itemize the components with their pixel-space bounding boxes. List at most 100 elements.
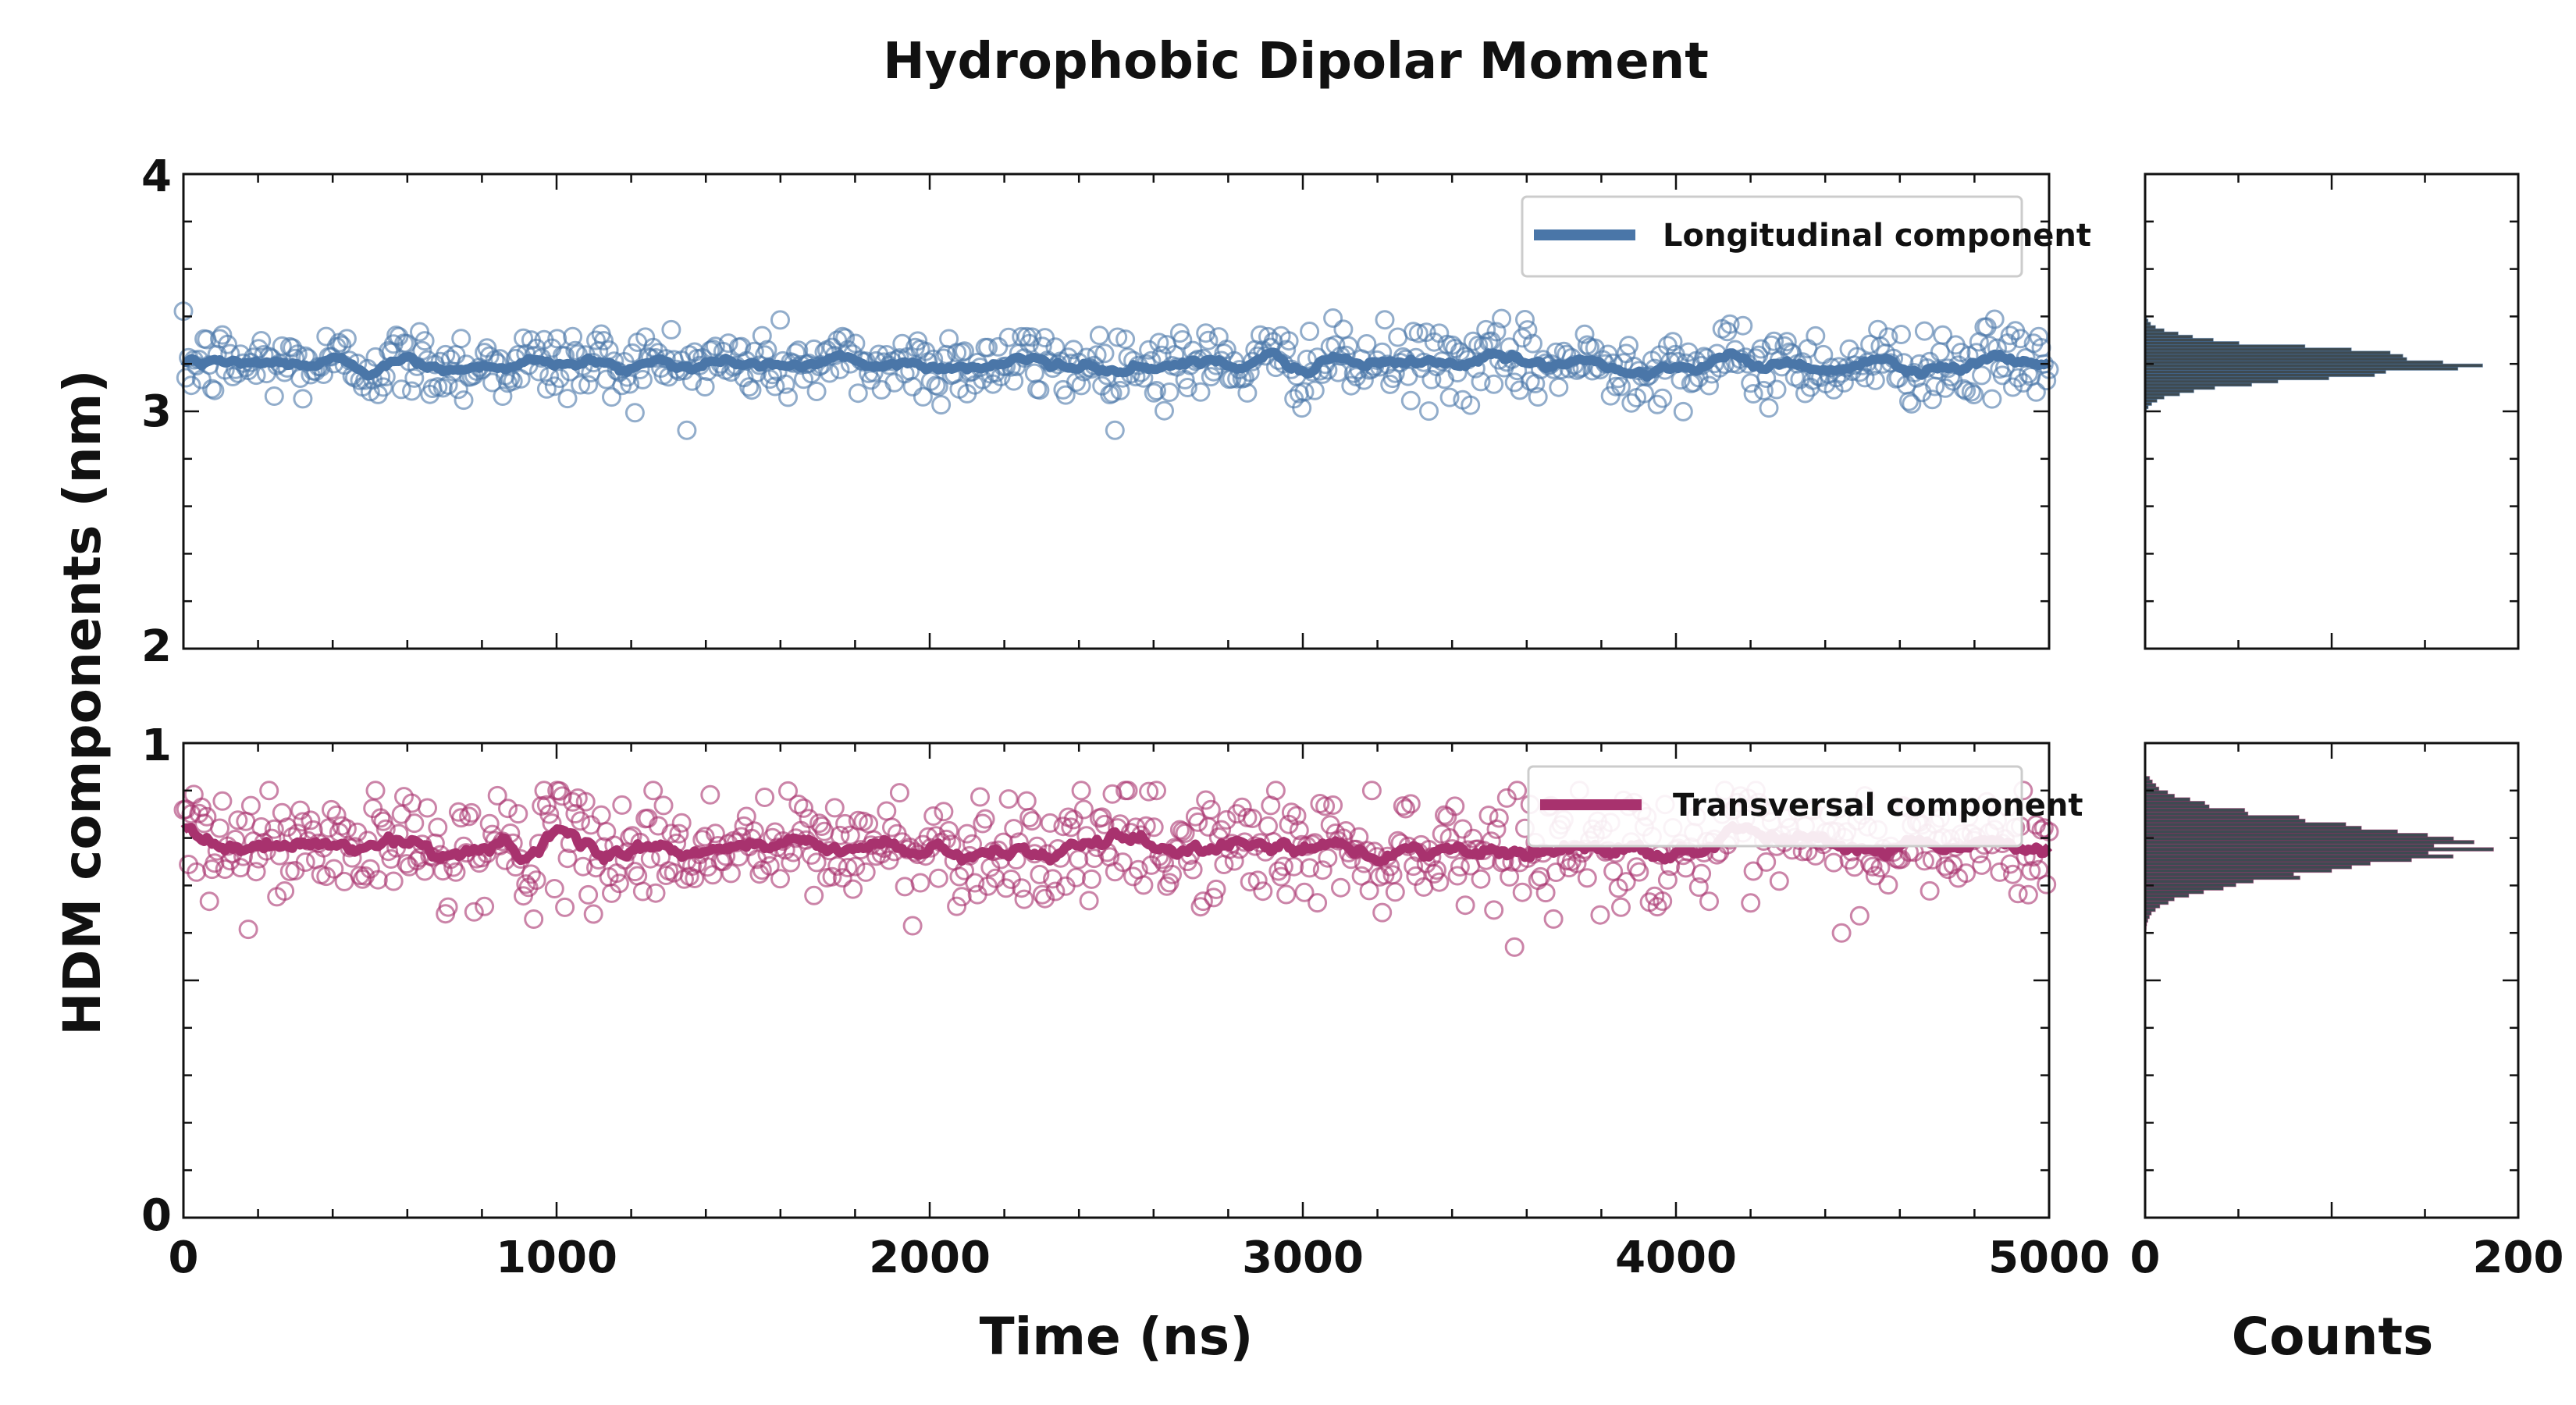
transversal-point xyxy=(1308,893,1328,913)
longitudinal-point xyxy=(1476,319,1496,340)
transversal-point xyxy=(1022,811,1042,831)
transversal-point xyxy=(770,869,790,889)
transversal-legend: Transversal component xyxy=(1527,765,2083,848)
hist-xtick-0: 0 xyxy=(2130,1232,2161,1283)
xtick-4000: 4000 xyxy=(1615,1232,1737,1283)
transversal-point xyxy=(970,787,990,807)
transversal-point xyxy=(205,853,225,873)
longitudinal-point xyxy=(804,339,824,359)
longitudinal-point xyxy=(1237,382,1258,403)
longitudinal-point xyxy=(1515,310,1535,329)
transversal-point xyxy=(275,881,295,901)
longitudinal-point xyxy=(594,331,614,350)
longitudinal-point xyxy=(1159,382,1179,402)
transversal-point xyxy=(856,862,876,882)
transversal-point xyxy=(882,817,902,838)
transversal-point xyxy=(1463,828,1483,848)
longitudinal-point xyxy=(835,328,856,348)
longitudinal-histogram-bar xyxy=(2144,341,2240,346)
transversal-point xyxy=(1611,897,1631,917)
transversal-point xyxy=(1860,853,1880,873)
longitudinal-point xyxy=(1258,326,1278,347)
transversal-point xyxy=(1144,817,1164,838)
transversal-point xyxy=(404,813,425,834)
transversal-point xyxy=(1956,863,1976,884)
longitudinal-point xyxy=(1400,390,1421,411)
longitudinal-point xyxy=(586,330,606,350)
transversal-point xyxy=(1019,808,1040,827)
longitudinal-point xyxy=(547,329,568,349)
transversal-point xyxy=(368,870,388,890)
transversal-point xyxy=(1224,851,1244,871)
transversal-point xyxy=(832,868,852,888)
longitudinal-point xyxy=(1408,323,1429,343)
transversal-point xyxy=(947,896,967,916)
longitudinal-point xyxy=(1375,310,1395,330)
transversal-point xyxy=(1359,880,1379,901)
transversal-point xyxy=(843,879,863,899)
transversal-point xyxy=(428,817,448,838)
longitudinal-point xyxy=(624,403,645,423)
transversal-point xyxy=(1045,881,1066,902)
transversal-point xyxy=(705,823,725,844)
transversal-point xyxy=(1232,797,1252,817)
transversal-point xyxy=(1265,781,1286,801)
transversal-histogram-bar xyxy=(2144,872,2294,877)
transversal-point xyxy=(1920,880,1940,901)
longitudinal-point xyxy=(892,333,913,354)
top-panel-frame xyxy=(182,173,2051,650)
transversal-point xyxy=(544,879,564,898)
transversal-histogram-bar xyxy=(2144,833,2428,838)
longitudinal-legend-label: Longitudinal component xyxy=(1663,218,2091,254)
transversal-point xyxy=(1629,862,1649,882)
transversal-histogram-bar xyxy=(2144,861,2371,866)
longitudinal-point xyxy=(718,333,738,354)
longitudinal-point xyxy=(931,395,952,415)
longitudinal-point xyxy=(902,376,923,397)
xtick-3000: 3000 xyxy=(1242,1232,1364,1283)
transversal-point xyxy=(2000,854,2020,874)
transversal-point xyxy=(1159,873,1179,893)
transversal-point xyxy=(1372,902,1393,923)
transversal-histogram-bar xyxy=(2144,865,2353,870)
transversal-point xyxy=(632,881,653,902)
transversal-point xyxy=(671,813,692,833)
longitudinal-point xyxy=(1891,325,1911,344)
transversal-point xyxy=(210,818,229,838)
transversal-point xyxy=(2029,859,2049,880)
transversal-point xyxy=(1204,887,1224,908)
longitudinal-point xyxy=(1055,385,1076,405)
xtick-5000: 5000 xyxy=(1988,1232,2110,1283)
longitudinal-point xyxy=(1471,372,1491,392)
transversal-point xyxy=(264,819,284,839)
transversal-histogram-bar xyxy=(2144,808,2246,813)
transversal-point xyxy=(646,883,666,903)
longitudinal-point xyxy=(1147,381,1166,400)
transversal-point xyxy=(228,810,248,831)
transversal-point xyxy=(301,810,321,831)
transversal-histogram-bar xyxy=(2144,893,2190,898)
transversal-histogram-bar xyxy=(2144,847,2494,852)
transversal-point xyxy=(1073,799,1094,820)
transversal-point xyxy=(1284,856,1304,877)
transversal-point xyxy=(578,884,599,905)
transversal-point xyxy=(459,806,479,827)
longitudinal-point xyxy=(827,330,848,350)
transversal-point xyxy=(526,870,546,891)
transversal-point xyxy=(1361,781,1382,801)
transversal-point xyxy=(1300,858,1320,878)
xtick-0: 0 xyxy=(169,1232,199,1283)
longitudinal-point xyxy=(1753,380,1774,400)
transversal-point xyxy=(2003,864,2023,884)
longitudinal-point xyxy=(1982,389,2002,409)
transversal-point xyxy=(830,825,850,845)
transversal-point xyxy=(1030,864,1050,884)
top-ytick-2: 2 xyxy=(141,621,172,672)
longitudinal-histogram-bar xyxy=(2144,344,2306,349)
longitudinal-point xyxy=(1720,314,1740,334)
longitudinal-point xyxy=(1279,331,1299,351)
longitudinal-point xyxy=(451,329,471,349)
longitudinal-point xyxy=(778,387,798,407)
transversal-point xyxy=(1657,870,1678,890)
